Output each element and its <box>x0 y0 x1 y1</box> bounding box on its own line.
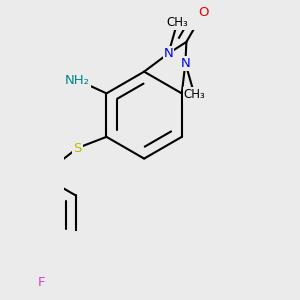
Text: NH₂: NH₂ <box>65 74 90 86</box>
Text: O: O <box>198 6 209 19</box>
Text: N: N <box>181 57 190 70</box>
Text: CH₃: CH₃ <box>167 16 188 29</box>
Text: S: S <box>73 142 82 154</box>
Text: CH₃: CH₃ <box>184 88 205 101</box>
Text: F: F <box>38 276 46 290</box>
Text: N: N <box>164 47 173 60</box>
